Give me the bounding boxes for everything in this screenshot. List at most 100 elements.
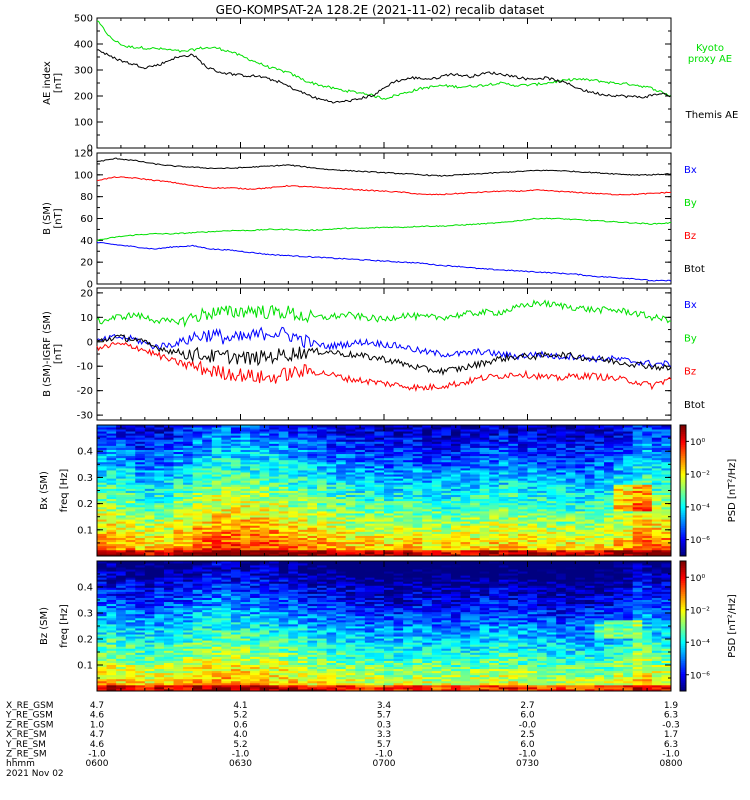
spectrogram-cell	[269, 431, 280, 434]
spectrogram-cell	[623, 517, 634, 520]
spectrogram-cell	[183, 640, 194, 643]
spectrogram-cell	[211, 535, 222, 538]
spectrogram-cell	[470, 476, 481, 479]
spectrogram-cell	[97, 461, 107, 465]
spectrogram-cell	[479, 545, 490, 549]
spectrogram-cell	[317, 484, 327, 487]
spectrogram-cell	[125, 567, 136, 570]
spectrogram-cell	[97, 474, 107, 477]
spectrogram-cell	[517, 472, 528, 475]
spectrogram-cell	[537, 478, 548, 481]
spectrogram-cell	[374, 484, 385, 487]
spectrogram-cell	[106, 571, 117, 574]
spectrogram-cell	[250, 517, 261, 520]
colorbar-step	[680, 486, 686, 489]
spectrogram-cell	[125, 656, 136, 659]
spectrogram-cell	[240, 494, 251, 498]
spectrogram-cell	[288, 553, 299, 557]
spectrogram-cell	[307, 429, 318, 432]
colorbar-step	[680, 503, 686, 507]
spectrogram-cell	[604, 553, 614, 557]
spectrogram-cell	[575, 449, 586, 453]
spectrogram-cell	[307, 513, 318, 516]
spectrogram-cell	[651, 521, 662, 524]
spectrogram-cell	[393, 551, 404, 555]
spectrogram-cell	[661, 545, 672, 549]
spectrogram-cell	[211, 521, 222, 524]
colorbar-step	[680, 425, 686, 428]
spectrogram-cell	[240, 541, 251, 545]
spectrogram-cell	[517, 535, 528, 538]
spectrogram-cell	[125, 449, 136, 453]
spectrogram-cell	[183, 688, 194, 692]
spectrogram-cell	[393, 515, 404, 518]
spectrogram-cell	[230, 463, 241, 467]
spectrogram-cell	[613, 506, 624, 510]
spectrogram-cell	[489, 504, 500, 508]
spectrogram-cell	[460, 508, 471, 512]
spectrogram-cell	[154, 662, 165, 665]
colorbar-step	[680, 542, 686, 546]
spectrogram-cell	[546, 429, 557, 432]
spectrogram-cell	[240, 523, 251, 526]
spectrogram-cell	[269, 553, 280, 557]
spectrogram-cell	[431, 515, 442, 518]
spectrogram-cell	[441, 488, 452, 491]
spectrogram-cell	[97, 533, 107, 536]
spectrogram-cell	[632, 480, 643, 483]
spectrogram-cell	[441, 492, 452, 495]
spectrogram-cell	[288, 513, 299, 516]
spectrogram-cell	[269, 551, 280, 555]
spectrogram-cell	[211, 492, 222, 495]
spectrogram-cell	[527, 457, 538, 461]
spectrogram-cell	[479, 500, 490, 504]
spectrogram-cell	[479, 508, 490, 512]
spectrogram-cell	[403, 521, 414, 524]
spectrogram-cell	[374, 445, 385, 448]
spectrogram-cell	[460, 486, 471, 489]
spectrogram-cell	[527, 480, 538, 483]
spectrogram-cell	[288, 453, 299, 457]
spectrogram-cell	[163, 579, 174, 582]
spectrogram-cell	[163, 660, 174, 663]
spectrogram-cell	[278, 547, 289, 551]
spectrogram-cell	[623, 484, 634, 487]
spectrogram-cell	[450, 461, 461, 465]
spectrogram-cell	[202, 498, 213, 502]
spectrogram-cell	[364, 427, 375, 430]
spectrogram-cell	[508, 513, 519, 516]
spectrogram-cell	[125, 429, 136, 432]
spectrogram-cell	[97, 429, 107, 432]
spectrogram-cell	[288, 488, 299, 491]
spectrogram-cell	[613, 551, 624, 555]
spectrogram-cell	[326, 490, 337, 493]
spectrogram-cell	[183, 632, 194, 635]
spectrogram-cell	[125, 636, 136, 639]
spectrogram-cell	[278, 545, 289, 549]
spectrogram-cell	[384, 533, 394, 536]
spectrogram-cell	[556, 521, 567, 524]
spectrogram-cell	[355, 525, 366, 528]
spectrogram-cell	[259, 498, 270, 502]
spectrogram-cell	[537, 429, 548, 432]
spectrogram-cell	[565, 549, 576, 553]
spectrogram-cell	[575, 515, 586, 518]
spectrogram-cell	[384, 513, 394, 516]
spectrogram-cell	[116, 429, 127, 432]
spectrogram-cell	[364, 519, 375, 522]
spectrogram-cell	[106, 575, 117, 578]
spectrogram-cell	[202, 472, 213, 475]
spectrogram-cell	[326, 498, 337, 502]
spectrogram-cell	[584, 488, 595, 491]
spectrogram-cell	[192, 676, 203, 680]
spectrogram-cell	[288, 508, 299, 512]
spectrogram-cell	[230, 484, 241, 487]
spectrogram-cell	[546, 453, 557, 457]
spectrogram-cell	[154, 601, 165, 605]
spectrogram-cell	[384, 539, 394, 543]
spectrogram-cell	[537, 488, 548, 491]
spectrogram-cell	[163, 615, 174, 619]
spectrogram-cell	[97, 470, 107, 473]
spectrogram-cell	[163, 531, 174, 534]
spectrogram-cell	[154, 494, 165, 498]
